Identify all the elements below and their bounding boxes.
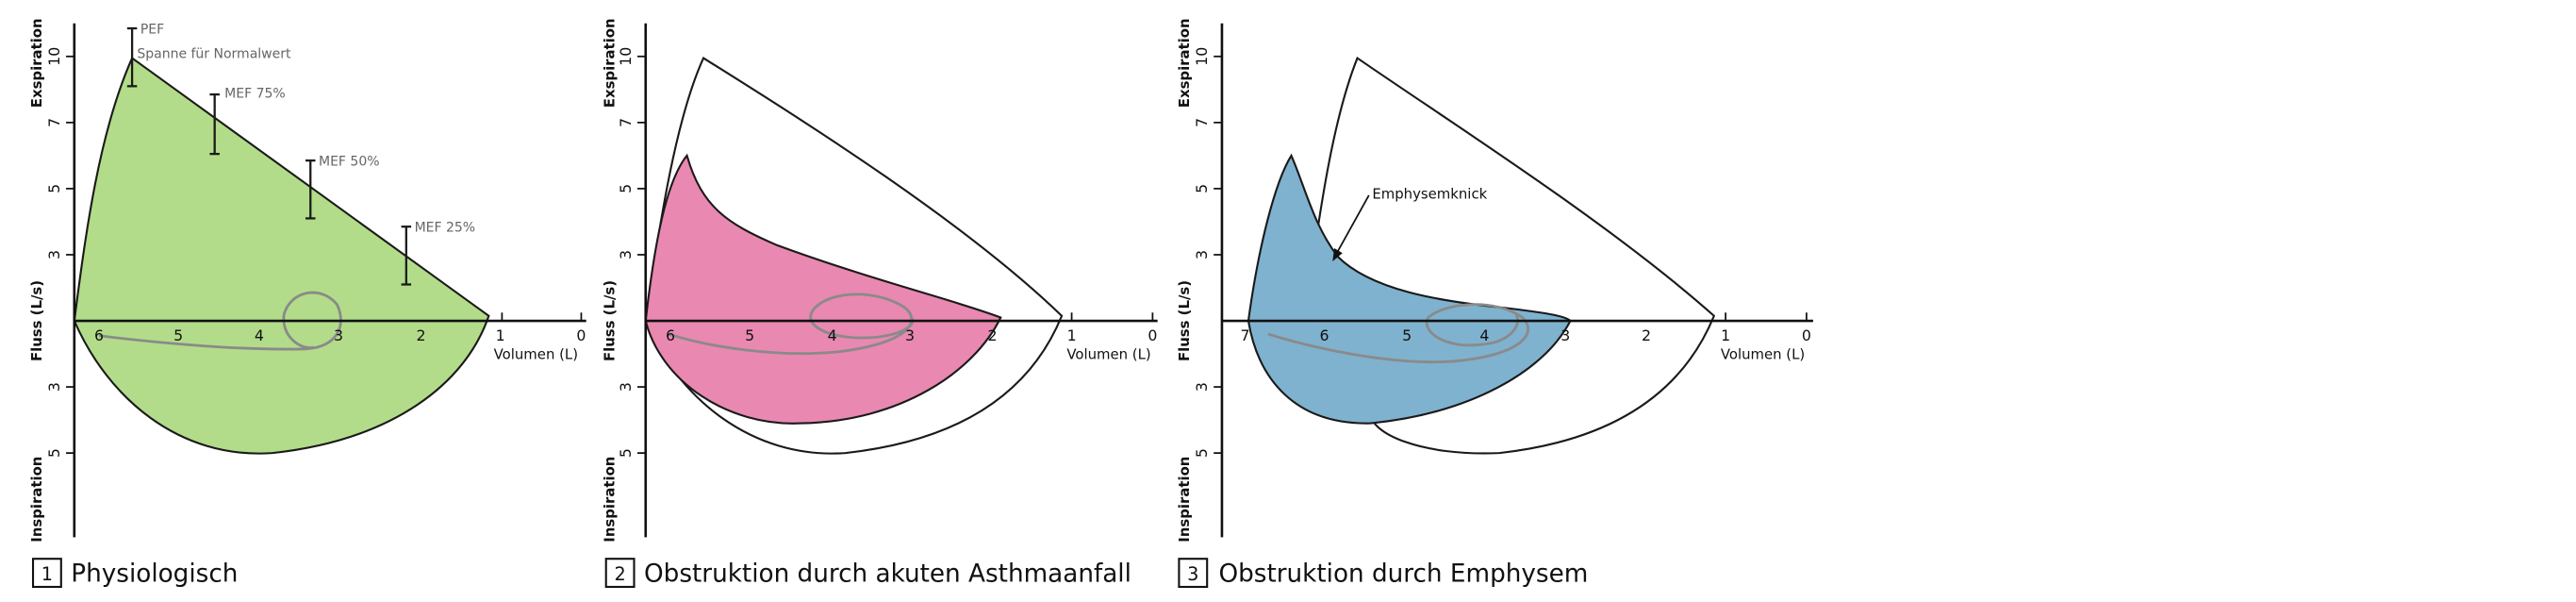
axes xyxy=(66,23,586,538)
x-tick-label: 5 xyxy=(1402,326,1412,344)
x-tick-label: 3 xyxy=(334,326,343,344)
normal-reference-loop xyxy=(1303,56,1716,455)
y-tick-label: 5 xyxy=(45,184,63,193)
y-axis-exspiration-label: Exspiration xyxy=(28,18,45,108)
y-tick-label: 10 xyxy=(1193,47,1211,66)
y-tick-label: 7 xyxy=(1193,118,1211,127)
x-tick-label: 6 xyxy=(666,326,675,344)
y-axis-flow-label: Fluss (L/s) xyxy=(1176,280,1193,361)
x-tick-label: 1 xyxy=(1067,326,1077,344)
tidal-breathing-loop xyxy=(98,291,342,351)
x-axis-volume-label: Volumen (L) xyxy=(494,345,578,362)
panel-caption: Obstruktion durch Emphysem xyxy=(1218,560,1588,589)
emphysema-kink-label: Emphysemknick xyxy=(1372,185,1487,202)
arrowhead-icon xyxy=(1332,247,1343,261)
x-axis-volume-label: Volumen (L) xyxy=(1721,345,1805,362)
x-tick-label: 1 xyxy=(496,326,505,344)
x-tick-label: 4 xyxy=(828,326,837,344)
panel-number: 2 xyxy=(614,563,625,585)
panel-asthma: 10 7 5 3 3 5 Exspiration Fluss (L/s) Ins… xyxy=(601,18,1158,589)
x-tick-label: 2 xyxy=(1642,326,1651,344)
y-tick-label: 3 xyxy=(45,382,63,392)
panel-number-box xyxy=(1178,558,1209,589)
normal-range-label: Spanne für Normalwert xyxy=(137,47,291,62)
x-tick-label: 5 xyxy=(745,326,754,344)
x-tick-label: 6 xyxy=(94,326,104,344)
tidal-breathing-loop xyxy=(1267,303,1529,363)
mef25-label: MEF 25% xyxy=(415,220,476,235)
axes xyxy=(1214,23,1813,538)
y-axis-flow-label: Fluss (L/s) xyxy=(601,280,618,361)
x-tick-label: 4 xyxy=(255,326,264,344)
panel-emphysem: Emphysemknick 10 7 5 3 3 5 Exspiration F… xyxy=(1176,18,1813,589)
y-tick-label: 3 xyxy=(617,250,635,259)
y-axis-exspiration-label: Exspiration xyxy=(601,18,618,108)
y-axis-inspiration-label: Inspiration xyxy=(601,457,618,543)
normal-range-bars xyxy=(126,26,412,286)
x-tick-label: 1 xyxy=(1721,326,1730,344)
x-tick-label: 6 xyxy=(1320,326,1329,344)
x-tick-label: 3 xyxy=(905,326,915,344)
y-axis-inspiration-label: Inspiration xyxy=(28,457,45,543)
x-tick-label: 2 xyxy=(988,326,998,344)
panel-number: 3 xyxy=(1187,563,1198,585)
y-tick-label: 3 xyxy=(617,382,635,392)
panel-number-box xyxy=(604,558,636,589)
y-tick-label: 10 xyxy=(617,47,635,66)
y-axis-exspiration-label: Exspiration xyxy=(1176,18,1193,108)
pef-label: PEF xyxy=(140,22,164,37)
x-tick-label: 0 xyxy=(1148,326,1157,344)
x-tick-label: 3 xyxy=(1560,326,1570,344)
x-tick-label: 0 xyxy=(1802,326,1811,344)
y-tick-label: 5 xyxy=(1193,184,1211,193)
x-tick-label: 0 xyxy=(576,326,586,344)
emphysema-kink-arrow xyxy=(1335,194,1370,256)
panel-number-box xyxy=(31,558,62,589)
y-tick-label: 5 xyxy=(45,448,63,458)
panel-physiologisch: PEF Spanne für Normalwert MEF 75% MEF 50… xyxy=(28,18,586,589)
axes xyxy=(636,23,1158,538)
mef50-label: MEF 50% xyxy=(319,154,380,169)
panel-caption: Obstruktion durch akuten Asthmaanfall xyxy=(644,560,1131,589)
y-axis-flow-label: Fluss (L/s) xyxy=(28,280,45,361)
x-tick-label: 7 xyxy=(1240,326,1249,344)
panel-caption: Physiologisch xyxy=(71,560,238,589)
y-tick-label: 5 xyxy=(617,448,635,458)
mef75-label: MEF 75% xyxy=(224,87,286,102)
flow-volume-loop-fill xyxy=(644,153,1002,425)
x-axis-volume-label: Volumen (L) xyxy=(1066,345,1150,362)
panel-number: 1 xyxy=(41,563,53,585)
tidal-breathing-loop xyxy=(668,293,915,356)
flow-volume-loop-fill xyxy=(73,56,490,455)
y-tick-label: 3 xyxy=(45,250,63,259)
y-tick-label: 3 xyxy=(1193,250,1211,259)
y-tick-label: 5 xyxy=(1193,448,1211,458)
y-axis-inspiration-label: Inspiration xyxy=(1176,457,1193,543)
y-tick-label: 7 xyxy=(45,118,63,127)
y-tick-label: 5 xyxy=(617,184,635,193)
y-tick-label: 10 xyxy=(45,47,63,66)
y-tick-label: 7 xyxy=(617,118,635,127)
x-tick-label: 5 xyxy=(173,326,183,344)
normal-reference-loop xyxy=(644,57,1064,455)
y-tick-label: 3 xyxy=(1193,382,1211,392)
x-tick-label: 4 xyxy=(1479,326,1489,344)
x-tick-label: 2 xyxy=(417,326,426,344)
